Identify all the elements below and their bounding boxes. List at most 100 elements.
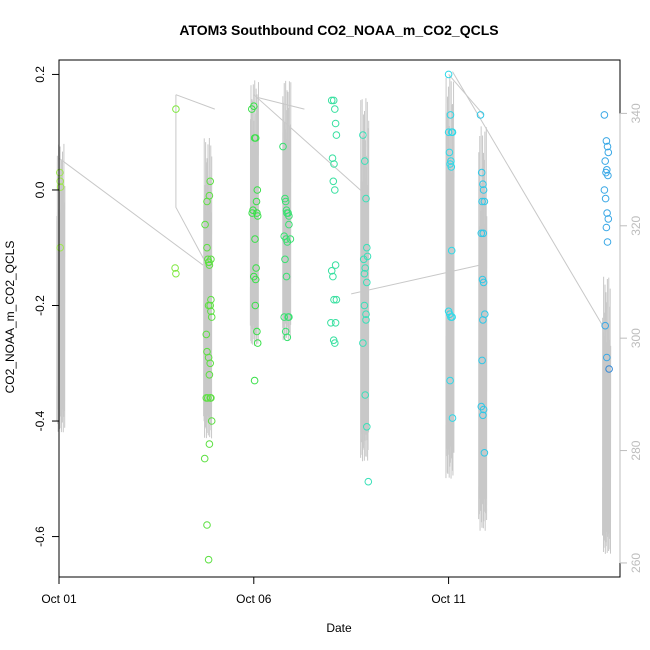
data-point [281, 194, 289, 203]
data-point [479, 278, 488, 287]
data-point [477, 168, 486, 177]
data-point [480, 197, 489, 206]
data-point [448, 128, 457, 136]
data-point [603, 353, 611, 362]
data-point [283, 333, 292, 342]
data-point [282, 272, 291, 281]
data-point [479, 411, 487, 420]
data-point [331, 261, 340, 269]
data-point [363, 278, 371, 287]
y2-tick-label: 280 [629, 440, 643, 460]
y2-tick-label: 300 [629, 328, 643, 348]
data-point [479, 229, 488, 238]
y2-tick-label: 320 [629, 215, 643, 235]
data-point [359, 255, 368, 264]
data-point [361, 157, 369, 165]
data-point [359, 131, 367, 139]
flight-track-segment-1 [175, 94, 215, 110]
data-point [445, 148, 454, 157]
data-point [601, 194, 610, 203]
data-point-layer [56, 70, 613, 564]
data-point [603, 238, 612, 246]
data-point [444, 70, 453, 79]
flight-track-segment-5 [351, 264, 480, 295]
data-point [280, 313, 289, 321]
data-point [364, 477, 373, 486]
data-point [602, 223, 611, 232]
data-point [202, 394, 211, 402]
data-point [362, 194, 370, 203]
flight-track-segment-2 [175, 94, 208, 266]
data-point [205, 371, 214, 379]
data-point [252, 197, 261, 206]
y2-tick-label: 340 [629, 103, 643, 123]
x-axis: Oct 01 Oct 06 Oct 11 [41, 576, 466, 606]
y-tick-label: -0.4 [33, 410, 47, 431]
data-point [205, 261, 214, 269]
data-point [331, 119, 340, 128]
data-point [251, 275, 260, 284]
data-point [201, 220, 209, 229]
data-point [285, 220, 293, 229]
data-point [56, 168, 64, 177]
data-point [331, 105, 339, 113]
data-point [253, 339, 262, 347]
data-point [204, 555, 213, 564]
data-point [329, 272, 337, 281]
data-point [447, 157, 455, 165]
x-tick-label: Oct 01 [41, 592, 77, 606]
flight-track-segment-7 [448, 74, 484, 116]
y-tick-label: 0.0 [33, 181, 47, 198]
data-point [253, 327, 261, 336]
data-point [202, 330, 211, 339]
data-point [329, 177, 338, 186]
data-point [360, 269, 369, 278]
plot-frame [58, 59, 621, 578]
data-point [476, 111, 485, 119]
flight-track-segment-0 [58, 157, 204, 266]
y-axis: -0.6 -0.4 -0.2 0.0 0.2 [33, 66, 59, 547]
data-point [206, 359, 214, 368]
data-point [602, 137, 611, 145]
data-point [281, 255, 289, 264]
data-point [363, 243, 371, 252]
data-point [327, 96, 336, 105]
data-point [329, 96, 338, 105]
data-point [56, 243, 65, 252]
data-point [479, 316, 487, 324]
data-point [479, 405, 488, 414]
data-point [203, 243, 211, 252]
data-point [253, 186, 262, 194]
data-point [332, 131, 341, 139]
data-point [603, 142, 612, 151]
x-axis-label: Date [326, 621, 352, 635]
data-point [331, 339, 339, 347]
data-point [604, 148, 613, 157]
data-point [56, 183, 65, 191]
data-point [332, 295, 341, 304]
data-point [171, 264, 179, 272]
data-point [248, 209, 256, 217]
data-point [600, 186, 609, 194]
data-point [477, 229, 486, 238]
data-point [331, 186, 339, 194]
data-point [362, 316, 370, 324]
data-point [207, 295, 215, 304]
flight-track-segment-6 [452, 71, 605, 329]
data-point [206, 177, 214, 186]
data-point [327, 319, 335, 327]
flight-track-segment-3 [253, 94, 368, 197]
data-point [604, 215, 613, 223]
data-point [603, 209, 611, 217]
data-point [249, 206, 257, 214]
data-point [330, 160, 338, 168]
data-point [600, 111, 609, 119]
y-tick-label: 0.2 [33, 66, 47, 83]
data-point [251, 301, 260, 310]
data-point [207, 313, 216, 321]
data-point [361, 391, 370, 399]
data-point [362, 310, 370, 319]
data-point [250, 376, 259, 385]
